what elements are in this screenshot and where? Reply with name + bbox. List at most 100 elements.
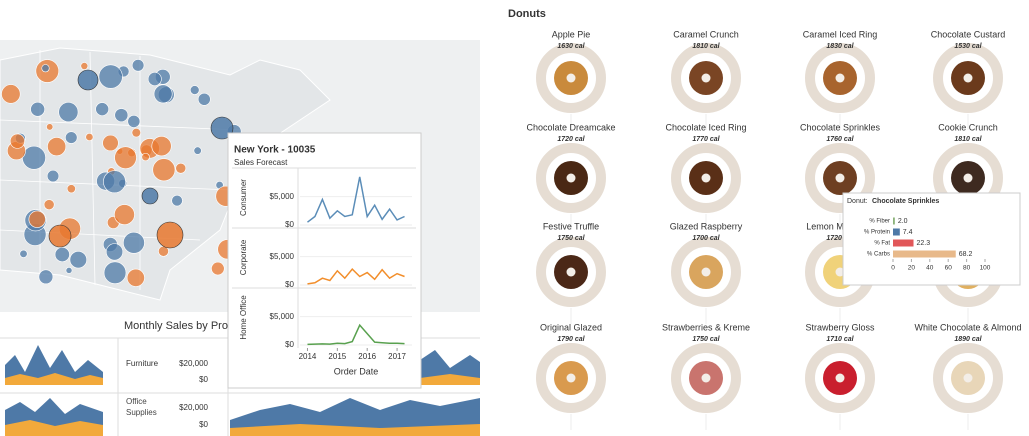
donut-hole (963, 73, 973, 83)
facet-label: Home Office (239, 295, 248, 340)
map-marker (211, 261, 225, 276)
map-marker (141, 152, 150, 162)
y-tick-label: $0 (285, 280, 294, 289)
x-tick-label: 0 (891, 265, 895, 272)
x-axis-label: Order Date (334, 366, 379, 376)
map-marker (126, 268, 145, 287)
y-tick-label: $20,000 (179, 359, 208, 368)
map-marker (22, 145, 46, 170)
x-tick-label: 60 (945, 265, 953, 272)
donut-name: Original Glazed (540, 322, 602, 332)
map-marker (152, 158, 176, 182)
donut-calories: 1630 cal (557, 43, 585, 50)
area-furniture-4 (420, 374, 480, 385)
map-marker (98, 64, 123, 89)
bar (893, 250, 956, 258)
donut-calories: 1700 cal (692, 235, 720, 242)
map-marker (103, 261, 127, 285)
map-marker (127, 114, 141, 128)
map-marker (102, 134, 119, 152)
x-tick-label: 2016 (358, 352, 376, 361)
category-label: % Protein (864, 230, 890, 236)
area-office-4 (230, 424, 480, 436)
donut-name: Strawberry Gloss (805, 322, 875, 332)
map-marker (114, 204, 135, 225)
line (307, 268, 405, 285)
map-marker (85, 132, 94, 142)
map-marker (9, 133, 25, 149)
map-marker (103, 170, 126, 194)
map-marker (156, 221, 184, 249)
map-marker (48, 224, 72, 248)
donut-hole (963, 173, 973, 183)
x-tick-label: 80 (963, 265, 971, 272)
map-marker (123, 231, 145, 254)
value-label: 2.0 (898, 218, 908, 225)
donut-hole (835, 73, 845, 83)
tooltip-label: Donut: (847, 198, 868, 205)
tooltip-title: New York - 10035 (234, 145, 316, 156)
value-label: 68.2 (959, 251, 973, 258)
donut-name: Chocolate Iced Ring (665, 122, 746, 132)
map-marker (131, 59, 145, 72)
donuts-title: Donuts (508, 8, 546, 20)
y-tick-label: $0 (285, 220, 294, 229)
donut-hole (701, 373, 711, 383)
donut-hole (835, 173, 845, 183)
category-label: % Fat (874, 241, 890, 247)
tooltip-subtitle: Sales Forecast (234, 158, 288, 167)
map-marker (65, 267, 73, 274)
map-marker (46, 169, 60, 183)
donut-calories: 1720 cal (557, 136, 585, 143)
y-tick-label: $20,000 (179, 403, 208, 412)
y-tick-label: $5,000 (270, 192, 295, 201)
facet-label: Consumer (239, 179, 248, 216)
donut-calories: 1750 cal (692, 336, 720, 343)
donut-name: Strawberries & Kreme (662, 322, 750, 332)
y-tick-label: $0 (285, 340, 294, 349)
tooltip (842, 192, 1021, 286)
map-marker (41, 64, 50, 73)
donut-name: Cookie Crunch (938, 122, 998, 132)
map-marker (19, 249, 28, 258)
donut-name: Apple Pie (552, 29, 591, 39)
donut-calories: 1830 cal (826, 43, 854, 50)
map-marker (54, 246, 70, 263)
map-marker (153, 84, 173, 104)
x-tick-label: 100 (980, 265, 991, 272)
map-marker (131, 128, 141, 138)
donut-calories: 1770 cal (692, 136, 720, 143)
donut-hole (835, 373, 845, 383)
donut-name: Chocolate Dreamcake (526, 122, 615, 132)
map-marker (197, 92, 211, 106)
x-tick-label: 2017 (388, 352, 406, 361)
donut-hole (566, 173, 576, 183)
map-marker (46, 123, 54, 131)
map-marker (95, 102, 109, 116)
donut-name: Festive Truffle (543, 221, 599, 231)
tooltip (227, 132, 422, 389)
donut-calories: 1750 cal (557, 235, 585, 242)
line (307, 176, 405, 223)
map-marker (47, 137, 67, 157)
donut-calories: 1710 cal (826, 336, 854, 343)
map-marker (193, 146, 202, 155)
nutrition-tooltip: Donut: Chocolate Sprinkles % Fiber 2.0 % P… (842, 192, 1021, 286)
category-label: % Carbs (867, 252, 890, 258)
donut-name: Chocolate Sprinkles (800, 122, 881, 132)
map-marker (189, 85, 200, 95)
bar (893, 217, 895, 225)
map-marker (28, 210, 46, 228)
donut-calories: 1810 cal (692, 43, 720, 50)
map-marker (43, 199, 55, 211)
donut-hole (963, 373, 973, 383)
map-marker (141, 187, 159, 205)
map-marker (114, 108, 129, 123)
donut-calories: 1810 cal (954, 136, 982, 143)
y-tick-label: $0 (199, 420, 208, 429)
map-marker (151, 136, 172, 157)
x-tick-label: 2015 (328, 352, 346, 361)
donut-name: Lemon Meringue (806, 221, 874, 231)
